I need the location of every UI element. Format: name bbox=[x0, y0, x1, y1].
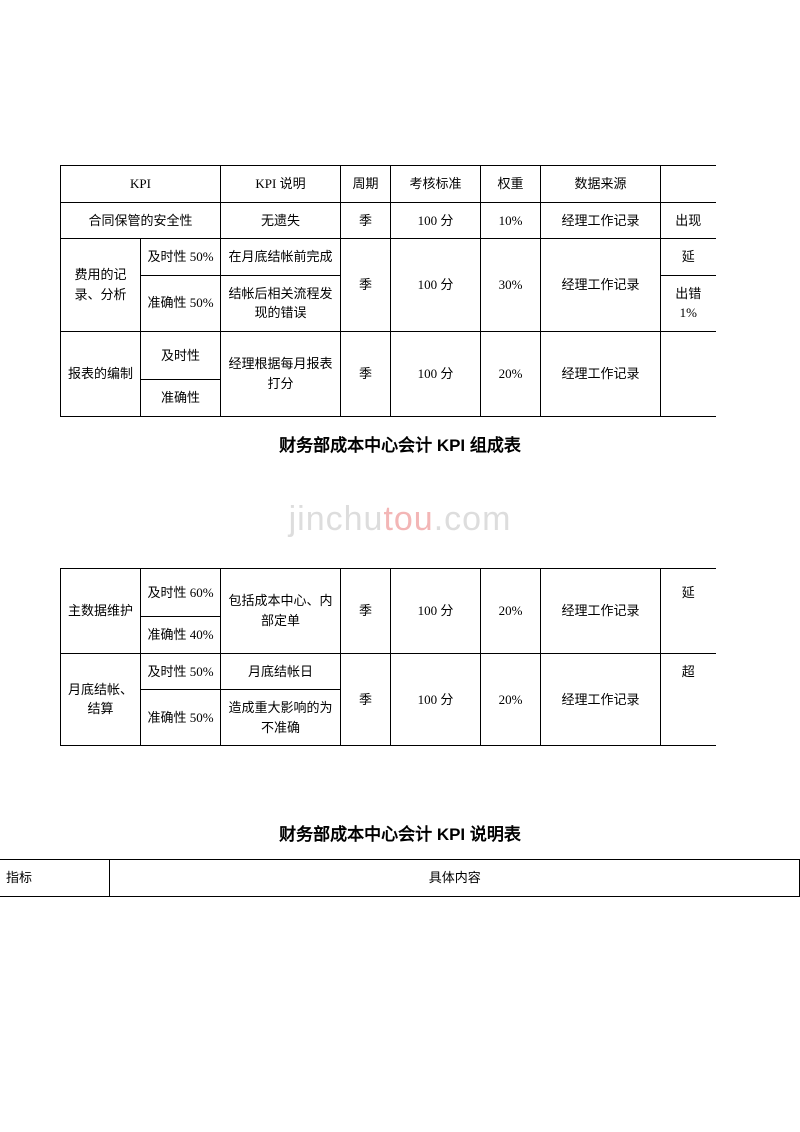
cell-kpi: 费用的记录、分析 bbox=[61, 239, 141, 332]
spacer bbox=[60, 746, 800, 806]
cell-tail: 超 bbox=[661, 653, 716, 690]
cell-src: 经理工作记录 bbox=[541, 331, 661, 416]
col-src: 数据来源 bbox=[541, 166, 661, 203]
col-std: 考核标准 bbox=[391, 166, 481, 203]
cell-sub: 准确性 40% bbox=[141, 617, 221, 654]
page-content: KPI KPI 说明 周期 考核标准 权重 数据来源 合同保管的安全性 无遗失 … bbox=[0, 165, 800, 897]
col-content: 具体内容 bbox=[110, 860, 800, 897]
cell-sub: 准确性 bbox=[141, 380, 221, 417]
table-header-row: KPI KPI 说明 周期 考核标准 权重 数据来源 bbox=[61, 166, 716, 203]
cell-tail bbox=[661, 331, 716, 416]
cell-weight: 10% bbox=[481, 202, 541, 239]
kpi-table-2: 主数据维护 及时性 60% 包括成本中心、内部定单 季 100 分 20% 经理… bbox=[60, 568, 716, 747]
table-header-row: 指标 具体内容 bbox=[0, 860, 800, 897]
col-indicator: 指标 bbox=[0, 860, 110, 897]
cell-period: 季 bbox=[341, 568, 391, 653]
cell-weight: 20% bbox=[481, 568, 541, 653]
col-kpi: KPI bbox=[61, 166, 221, 203]
kpi-table-3: 指标 具体内容 bbox=[0, 859, 800, 897]
cell-sub: 及时性 50% bbox=[141, 653, 221, 690]
cell-sub: 准确性 50% bbox=[141, 275, 221, 331]
cell-desc: 造成重大影响的为不准确 bbox=[221, 690, 341, 746]
cell-kpi: 报表的编制 bbox=[61, 331, 141, 416]
col-weight: 权重 bbox=[481, 166, 541, 203]
table-row: 主数据维护 及时性 60% 包括成本中心、内部定单 季 100 分 20% 经理… bbox=[61, 568, 716, 617]
cell-std: 100 分 bbox=[391, 568, 481, 653]
col-desc: KPI 说明 bbox=[221, 166, 341, 203]
col-period: 周期 bbox=[341, 166, 391, 203]
section-heading-2: 财务部成本中心会计 KPI 说明表 bbox=[60, 820, 740, 845]
cell-desc: 在月底结帐前完成 bbox=[221, 239, 341, 276]
cell-src: 经理工作记录 bbox=[541, 653, 661, 746]
section-heading-1: 财务部成本中心会计 KPI 组成表 bbox=[60, 431, 740, 456]
cell-desc: 无遗失 bbox=[221, 202, 341, 239]
cell-tail: 延 bbox=[661, 239, 716, 276]
cell-desc: 经理根据每月报表打分 bbox=[221, 331, 341, 416]
cell-kpi: 合同保管的安全性 bbox=[61, 202, 221, 239]
table-row: 报表的编制 及时性 经理根据每月报表打分 季 100 分 20% 经理工作记录 bbox=[61, 331, 716, 380]
table-row: 合同保管的安全性 无遗失 季 100 分 10% 经理工作记录 出现 bbox=[61, 202, 716, 239]
cell-src: 经理工作记录 bbox=[541, 568, 661, 653]
cell-tail bbox=[661, 617, 716, 654]
cell-std: 100 分 bbox=[391, 331, 481, 416]
cell-tail: 出现 bbox=[661, 202, 716, 239]
cell-desc: 结帐后相关流程发现的错误 bbox=[221, 275, 341, 331]
spacer bbox=[60, 470, 800, 568]
cell-tail bbox=[661, 690, 716, 746]
cell-sub: 及时性 bbox=[141, 331, 221, 380]
cell-period: 季 bbox=[341, 239, 391, 332]
cell-sub: 及时性 60% bbox=[141, 568, 221, 617]
col-tail bbox=[661, 166, 716, 203]
cell-period: 季 bbox=[341, 202, 391, 239]
cell-tail: 延 bbox=[661, 568, 716, 617]
table3-wrap: 指标 具体内容 bbox=[0, 859, 800, 897]
table-row: 月底结帐、结算 及时性 50% 月底结帐日 季 100 分 20% 经理工作记录… bbox=[61, 653, 716, 690]
cell-std: 100 分 bbox=[391, 653, 481, 746]
cell-std: 100 分 bbox=[391, 202, 481, 239]
cell-period: 季 bbox=[341, 653, 391, 746]
cell-sub: 及时性 50% bbox=[141, 239, 221, 276]
cell-sub: 准确性 50% bbox=[141, 690, 221, 746]
cell-tail: 出错 1% bbox=[661, 275, 716, 331]
cell-weight: 30% bbox=[481, 239, 541, 332]
cell-weight: 20% bbox=[481, 653, 541, 746]
cell-kpi: 主数据维护 bbox=[61, 568, 141, 653]
cell-src: 经理工作记录 bbox=[541, 239, 661, 332]
cell-weight: 20% bbox=[481, 331, 541, 416]
table-row: 费用的记录、分析 及时性 50% 在月底结帐前完成 季 100 分 30% 经理… bbox=[61, 239, 716, 276]
cell-desc: 包括成本中心、内部定单 bbox=[221, 568, 341, 653]
cell-desc: 月底结帐日 bbox=[221, 653, 341, 690]
cell-std: 100 分 bbox=[391, 239, 481, 332]
kpi-table-1: KPI KPI 说明 周期 考核标准 权重 数据来源 合同保管的安全性 无遗失 … bbox=[60, 165, 716, 417]
cell-kpi: 月底结帐、结算 bbox=[61, 653, 141, 746]
cell-src: 经理工作记录 bbox=[541, 202, 661, 239]
cell-period: 季 bbox=[341, 331, 391, 416]
